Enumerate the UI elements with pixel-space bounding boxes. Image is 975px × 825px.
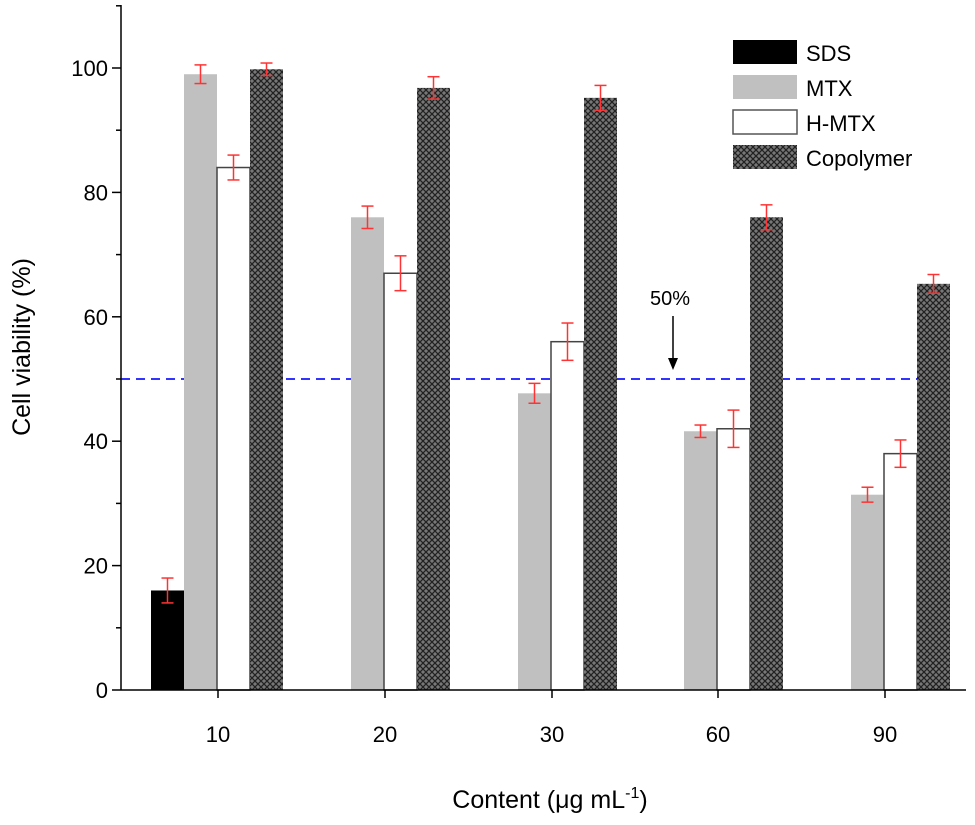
error-bar-copolymer-20	[427, 75, 440, 100]
error-bar-h-mtx-10	[227, 154, 240, 181]
y-tick-label: 40	[84, 429, 108, 454]
error-bar-h-mtx-60	[727, 409, 740, 449]
y-tick-label: 60	[84, 305, 108, 330]
legend-swatch-copolymer	[733, 145, 797, 169]
y-axis-label: Cell viability (%)	[8, 258, 36, 436]
error-bar-copolymer-60	[760, 204, 773, 231]
error-bar-sds-10	[161, 577, 174, 604]
bar-mtx-10	[184, 74, 217, 691]
legend-label-h-mtx: H-MTX	[806, 111, 876, 136]
error-bar-copolymer-10	[260, 62, 273, 77]
error-bar-mtx-10	[194, 64, 207, 85]
bar-h-mtx-20	[383, 272, 418, 691]
x-tick-label: 20	[373, 722, 397, 747]
bar-mtx-30	[518, 393, 551, 690]
legend-swatch-sds	[733, 40, 797, 64]
error-bar-copolymer-90	[927, 273, 940, 294]
legend-label-copolymer: Copolymer	[806, 146, 912, 171]
bar-h-mtx-60	[716, 428, 751, 691]
legend-swatch-mtx	[733, 75, 797, 99]
x-tick-label: 30	[540, 722, 564, 747]
error-bar-mtx-90	[861, 486, 874, 503]
error-bar-h-mtx-20	[394, 255, 407, 292]
bar-mtx-90	[851, 494, 884, 690]
bar-copolymer-20	[417, 87, 450, 691]
error-bar-h-mtx-30	[561, 322, 574, 362]
error-bar-h-mtx-90	[894, 439, 907, 469]
x-tick-label: 10	[206, 722, 230, 747]
x-tick-label: 90	[873, 722, 897, 747]
reference-annotation: 50%	[650, 288, 690, 310]
bar-mtx-20	[351, 217, 384, 690]
legend-label-mtx: MTX	[806, 76, 853, 101]
bar-h-mtx-90	[883, 452, 918, 691]
bar-copolymer-60	[750, 217, 783, 690]
legend: SDS MTX H-MTX Copolymer	[732, 40, 912, 171]
error-bar-mtx-60	[694, 424, 707, 439]
bar-copolymer-30	[584, 97, 617, 690]
y-tick-label: 20	[84, 554, 108, 579]
error-bar-mtx-20	[361, 205, 374, 230]
x-tick-label: 60	[706, 722, 730, 747]
x-axis-label: Content (μg mL-1)	[452, 785, 647, 814]
y-tick-label: 0	[96, 678, 108, 703]
y-tick-label: 100	[71, 56, 108, 81]
bar-mtx-60	[684, 431, 717, 690]
legend-swatch-h-mtx	[732, 109, 798, 135]
bar-copolymer-10	[250, 69, 283, 690]
y-tick-label: 80	[84, 180, 108, 205]
bar-sds-10	[151, 590, 184, 690]
error-bar-copolymer-30	[594, 84, 607, 112]
bar-h-mtx-10	[216, 166, 251, 691]
error-bar-mtx-30	[528, 382, 541, 405]
reference-arrow	[668, 316, 678, 370]
bar-h-mtx-30	[550, 340, 585, 691]
legend-label-sds: SDS	[806, 41, 851, 66]
bar-copolymer-90	[917, 283, 950, 690]
